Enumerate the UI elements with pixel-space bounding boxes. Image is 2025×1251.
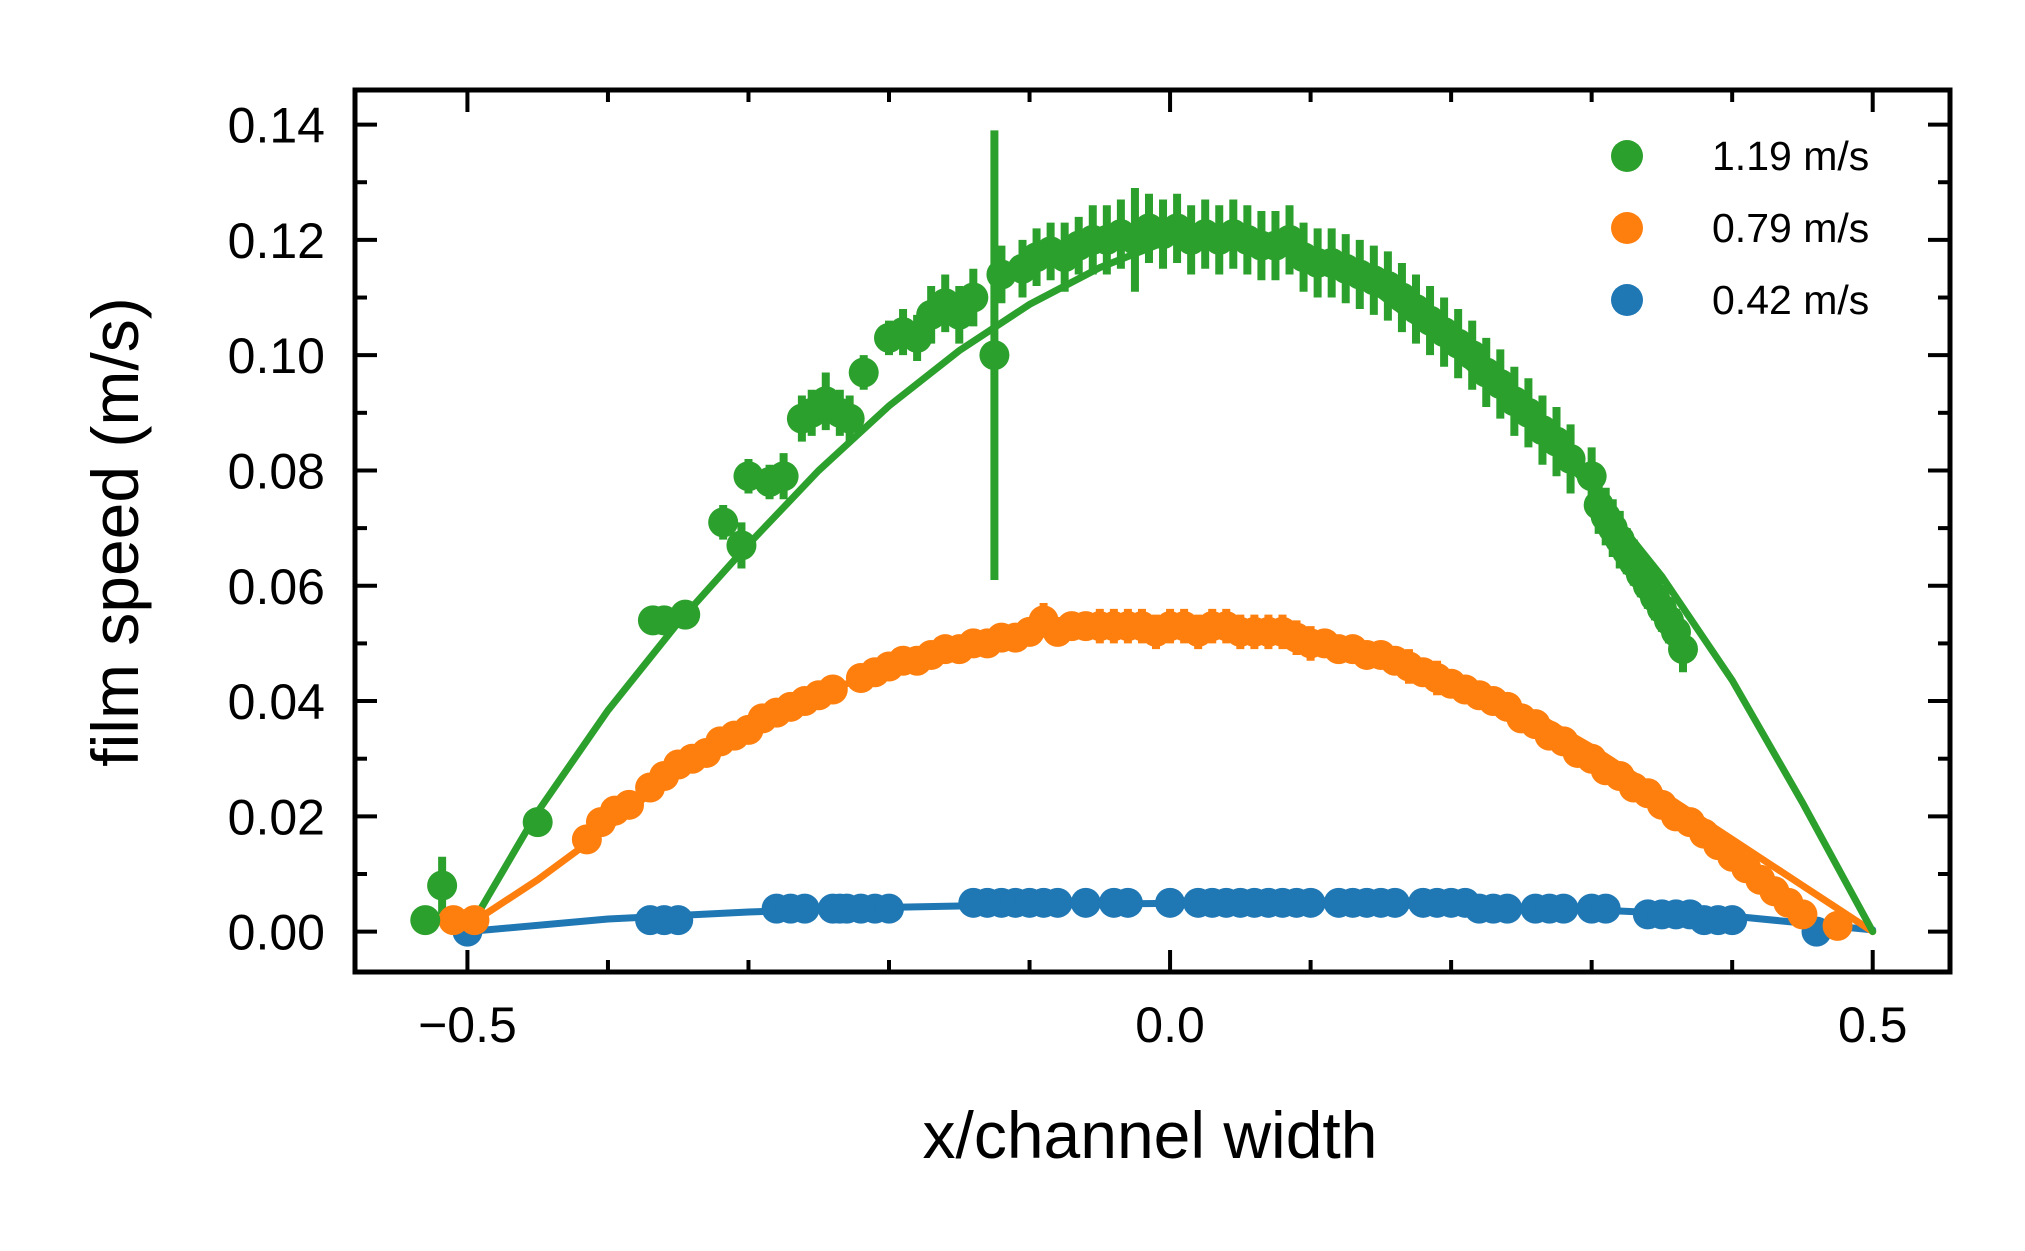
y-tick-label: 0.08 <box>228 443 325 499</box>
series-1-point <box>438 905 469 936</box>
legend-label-0: 1.19 m/s <box>1712 133 1869 179</box>
y-axis-label: film speed (m/s) <box>78 297 152 766</box>
series-1-point <box>1822 910 1853 941</box>
plot-area <box>410 130 1877 947</box>
series-0-point <box>708 507 739 538</box>
y-tick-label: 0.06 <box>228 559 325 615</box>
series-0-point <box>1576 461 1607 492</box>
y-tick-label: 0.14 <box>228 98 325 154</box>
x-tick-label: −0.5 <box>418 997 517 1053</box>
y-tick-label: 0.10 <box>228 328 325 384</box>
series-2-point <box>1070 887 1101 918</box>
legend-marker-0 <box>1611 140 1643 172</box>
series-0-point <box>848 357 879 388</box>
series-2-point <box>1717 905 1748 936</box>
series-0-point <box>726 530 757 561</box>
legend-label-2: 0.42 m/s <box>1712 277 1869 323</box>
series-1-point <box>614 789 645 820</box>
legend-marker-2 <box>1611 284 1643 316</box>
series-0-point <box>979 340 1010 371</box>
series-2-point <box>1590 893 1621 924</box>
y-tick-label: 0.12 <box>228 213 325 269</box>
x-tick-label: 0.0 <box>1135 997 1205 1053</box>
series-0-point <box>958 282 989 313</box>
series-0-point <box>902 322 933 353</box>
plot-frame <box>352 87 1953 975</box>
series-0-point <box>410 905 441 936</box>
y-tick-label: 0.02 <box>228 789 325 845</box>
y-tick-label: 0.00 <box>228 905 325 961</box>
x-tick-label: 0.5 <box>1838 997 1908 1053</box>
series-2-point <box>1379 887 1410 918</box>
series-0-point <box>670 599 701 630</box>
series-2-point <box>874 893 905 924</box>
series-0-point <box>834 403 865 434</box>
x-axis-label: x/channel width <box>923 1098 1378 1172</box>
series-1-point <box>817 674 848 705</box>
data-points <box>410 213 1853 947</box>
series-2-point <box>1492 893 1523 924</box>
legend-marker-1 <box>1611 212 1643 244</box>
series-1-point <box>1787 899 1818 930</box>
series-0-point <box>768 461 799 492</box>
series-2-point <box>789 893 820 924</box>
series-2-point <box>1112 887 1143 918</box>
legend: 1.19 m/s 0.79 m/s 0.42 m/s <box>1611 133 1869 323</box>
series-2-point <box>1155 887 1186 918</box>
axis-tick-labels: −0.5 0.0 0.5 0.00 0.02 0.04 0.06 0.08 0.10 0.12 0.… <box>228 98 1908 1053</box>
y-tick-label: 0.04 <box>228 674 325 730</box>
axis-ticks <box>355 90 1950 972</box>
series-1-point <box>459 905 490 936</box>
series-0-point <box>522 807 553 838</box>
legend-label-1: 0.79 m/s <box>1712 205 1869 251</box>
series-2-point <box>1295 887 1326 918</box>
series-2-point <box>1042 887 1073 918</box>
series-2-point <box>663 905 694 936</box>
series-0-point <box>1555 443 1586 474</box>
series-0-point <box>1667 634 1698 665</box>
series-2-point <box>1548 893 1579 924</box>
series-0-point <box>427 870 458 901</box>
